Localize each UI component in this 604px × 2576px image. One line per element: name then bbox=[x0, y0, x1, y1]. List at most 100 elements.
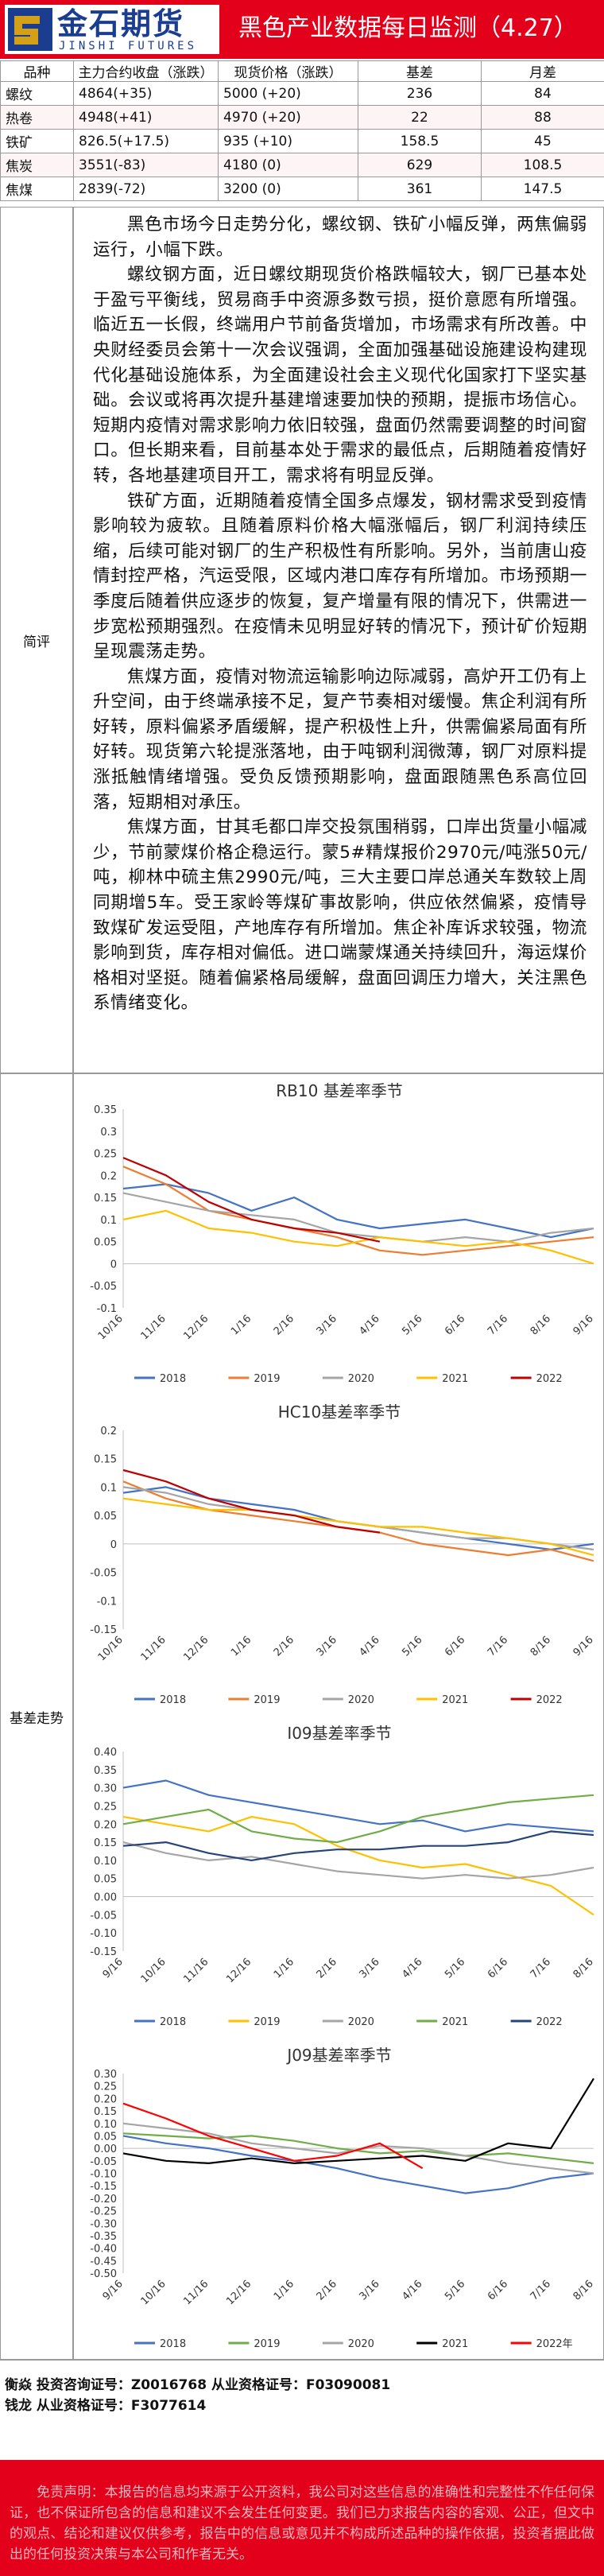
column-header: 月差 bbox=[481, 60, 604, 82]
x-tick-label: 10/16 bbox=[139, 1956, 168, 1985]
commentary-paragraph: 铁矿方面，近期随着疫情全国多点爆发，钢材需求受到疫情影响较为疲软。且随着原料价格… bbox=[93, 491, 587, 662]
y-tick-label: -0.05 bbox=[90, 1568, 117, 1580]
series-line-2018 bbox=[122, 1183, 594, 1239]
series-line-2020 bbox=[122, 1192, 594, 1243]
series-line-2021 bbox=[122, 1794, 594, 1844]
legend-label: 2021 bbox=[442, 2016, 468, 2028]
hc10-basis-chart-svg: HC10基差率季节 0.2 0.15 0.1 0.05 0 -0.05 -0.1 -0.1510… bbox=[90, 1402, 595, 1706]
basis-trend-side-label: 基差走势 bbox=[0, 1073, 73, 2360]
series-line-2019 bbox=[122, 1816, 594, 1916]
series-line-2018 bbox=[122, 2135, 594, 2194]
x-tick-label: 7/16 bbox=[486, 1634, 510, 1658]
y-tick-label: 0.15 bbox=[94, 1193, 117, 1205]
i09-basis-chart: I09基差率季节 0.40 0.35 0.30 0.25 0.20 0.15 0.10 0.05… bbox=[74, 1717, 604, 2039]
x-tick-label: 4/16 bbox=[357, 1313, 381, 1337]
y-tick-label: -0.05 bbox=[90, 2156, 117, 2168]
legend-label: 2021 bbox=[442, 2338, 468, 2350]
y-tick-label: 0.20 bbox=[94, 1819, 117, 1831]
x-tick-label: 2/16 bbox=[272, 1634, 296, 1658]
y-tick-label: -0.25 bbox=[90, 2206, 117, 2218]
column-header: 现货价格（涨跌） bbox=[218, 60, 358, 82]
y-tick-label: 0.3 bbox=[100, 1127, 117, 1139]
variety-name: 热卷 bbox=[0, 105, 74, 130]
spot-price: 5000 (+20) bbox=[218, 81, 358, 106]
x-tick-label: 9/16 bbox=[571, 1313, 596, 1337]
y-tick-label: -0.40 bbox=[90, 2244, 117, 2256]
spot-price: 3200 (0) bbox=[218, 177, 358, 201]
x-tick-label: 11/16 bbox=[181, 1956, 211, 1985]
x-tick-label: 3/16 bbox=[315, 1634, 339, 1658]
y-tick-label: 0.30 bbox=[94, 1783, 117, 1795]
j09-basis-chart: J09基差率季节 0.30 0.25 0.20 0.15 0.10 0.05 0.00 -0.0… bbox=[74, 2039, 604, 2361]
table-row: 焦煤 2839(-72) 3200 (0) 361 147.5 bbox=[0, 177, 604, 201]
y-tick-label: 0.10 bbox=[94, 1856, 117, 1868]
y-tick-label: 0.10 bbox=[94, 2119, 117, 2131]
x-tick-label: 11/16 bbox=[139, 1313, 168, 1342]
x-tick-label: 6/16 bbox=[486, 2278, 510, 2302]
table-row: 铁矿 826.5(+17.5) 935 (+10) 158.5 45 bbox=[0, 129, 604, 153]
x-tick-label: 6/16 bbox=[443, 1313, 467, 1337]
x-tick-label: 2/16 bbox=[315, 2278, 339, 2302]
month-spread-value: 147.5 bbox=[481, 177, 604, 201]
x-tick-label: 5/16 bbox=[443, 2278, 467, 2302]
y-tick-label: -0.15 bbox=[90, 1946, 117, 1958]
legend-label: 2022年 bbox=[536, 2338, 573, 2350]
logo-english-text: JINSHI FUTURES bbox=[59, 40, 198, 52]
x-tick-label: 1/16 bbox=[272, 1956, 296, 1980]
x-tick-label: 1/16 bbox=[229, 1313, 254, 1337]
month-spread-value: 88 bbox=[481, 105, 604, 130]
spot-price: 4970 (+20) bbox=[218, 105, 358, 130]
x-tick-label: 12/16 bbox=[181, 1634, 211, 1663]
x-tick-label: 1/16 bbox=[229, 1634, 254, 1658]
x-tick-label: 9/16 bbox=[101, 2278, 126, 2302]
y-tick-label: 0.05 bbox=[94, 1874, 117, 1886]
legend-label: 2019 bbox=[254, 1694, 280, 1706]
legend-label: 2022 bbox=[536, 1373, 563, 1385]
spot-price: 935 (+10) bbox=[218, 129, 358, 153]
x-tick-label: 3/16 bbox=[315, 1313, 339, 1337]
x-tick-label: 6/16 bbox=[443, 1634, 467, 1658]
y-tick-label: 0.25 bbox=[94, 1801, 117, 1813]
commentary-paragraph: 焦煤方面，甘其毛都口岸交投氛围稍弱，口岸出货量小幅减少，节前蒙煤价格企稳运行。蒙… bbox=[93, 817, 587, 1014]
basis-value: 158.5 bbox=[358, 129, 482, 153]
legend-label: 2018 bbox=[160, 1373, 186, 1385]
legend-label: 2020 bbox=[348, 2338, 374, 2350]
price-table: 品种 主力合约收盘（涨跌） 现货价格（涨跌） 基差 月差 螺纹 4864(+35… bbox=[0, 60, 604, 201]
y-tick-label: 0.1 bbox=[100, 1482, 117, 1494]
rb10-basis-chart: RB10 基差率季节 0.35 0.3 0.25 0.2 0.15 0.1 0.05 0 -0.0… bbox=[74, 1074, 604, 1395]
y-tick-label: 0.40 bbox=[94, 1747, 117, 1759]
y-tick-label: 0.15 bbox=[94, 1837, 117, 1849]
x-tick-label: 10/16 bbox=[96, 1634, 126, 1663]
y-tick-label: 0.2 bbox=[100, 1170, 117, 1182]
basis-value: 236 bbox=[358, 81, 482, 106]
variety-name: 螺纹 bbox=[0, 81, 74, 106]
legend-label: 2019 bbox=[254, 2016, 280, 2028]
y-tick-label: 0.00 bbox=[94, 2143, 117, 2155]
x-tick-label: 4/16 bbox=[400, 2278, 424, 2302]
y-tick-label: -0.15 bbox=[90, 2181, 117, 2193]
analyst-line: 钱龙 从业资格证号：F3077614 bbox=[5, 2398, 207, 2414]
y-tick-label: 0.25 bbox=[94, 2081, 117, 2093]
chart-title: I09基差率季节 bbox=[287, 1724, 391, 1743]
legend-label: 2020 bbox=[348, 1373, 374, 1385]
x-tick-label: 10/16 bbox=[139, 2278, 168, 2307]
market-commentary: 黑色市场今日走势分化，螺纹钢、铁矿小幅反弹，两焦偏弱运行，小幅下跌。 螺纹钢方面… bbox=[73, 207, 604, 1073]
x-tick-label: 3/16 bbox=[357, 1956, 381, 1980]
x-tick-label: 1/16 bbox=[272, 2278, 296, 2302]
j09-basis-chart-svg: J09基差率季节 0.300.250.200.150.100.050.00-0.0… bbox=[90, 2046, 595, 2350]
rb10-basis-chart-svg: RB10 基差率季节 0.35 0.3 0.25 0.2 0.15 0.1 0.05 0 -0.0… bbox=[90, 1081, 596, 1385]
x-tick-label: 7/16 bbox=[528, 1956, 553, 1980]
legend-label: 2020 bbox=[348, 2016, 374, 2028]
legend-label: 2018 bbox=[160, 2016, 186, 2028]
x-tick-label: 11/16 bbox=[181, 2278, 211, 2307]
series-line-2020 bbox=[122, 1841, 594, 1880]
main-contract-close: 4864(+35) bbox=[73, 81, 219, 106]
table-row: 螺纹 4864(+35) 5000 (+20) 236 84 bbox=[0, 81, 604, 106]
y-tick-label: -0.10 bbox=[90, 1928, 117, 1940]
series-line-2022 bbox=[122, 1157, 381, 1243]
legend-label: 2018 bbox=[160, 1694, 186, 1706]
month-spread-value: 108.5 bbox=[481, 153, 604, 177]
main-contract-close: 2839(-72) bbox=[73, 177, 219, 201]
y-tick-label: 0.2 bbox=[100, 1426, 117, 1437]
comment-side-label: 简评 bbox=[0, 207, 73, 1073]
